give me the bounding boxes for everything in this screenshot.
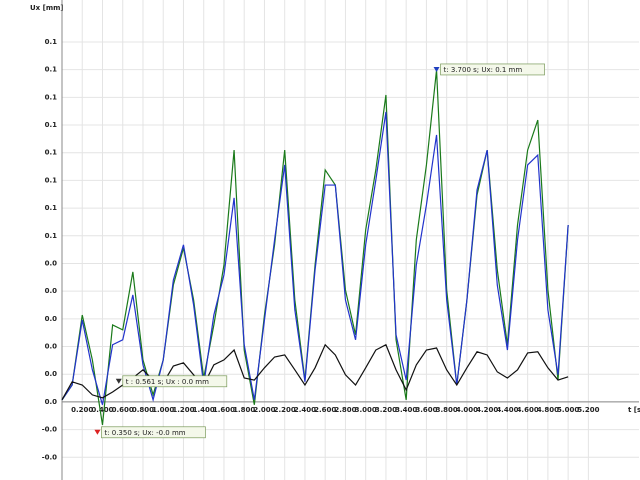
- y-tick-label: -0.0: [42, 426, 57, 434]
- x-tick-label: 3.800: [436, 406, 458, 414]
- line-series: [61, 69, 569, 426]
- annotation-label: t: 3.700 s; Ux: 0.1 mm: [444, 66, 523, 74]
- x-tick-label: 1.400: [193, 406, 215, 414]
- y-tick-label: 0.0: [45, 287, 58, 295]
- y-tick-label: 0.0: [45, 343, 58, 351]
- x-tick-label: 4.800: [537, 406, 559, 414]
- x-tick-label: 3.000: [355, 406, 377, 414]
- y-tick-label: 0.1: [45, 176, 58, 184]
- y-tick-label: 0.1: [45, 38, 58, 46]
- y-tick-label: 0.1: [45, 232, 58, 240]
- x-tick-label: 5.000: [557, 406, 579, 414]
- x-tick-label: 3.200: [375, 406, 397, 414]
- y-tick-label: 0.1: [45, 149, 58, 157]
- y-tick-label: -0.0: [42, 453, 57, 461]
- annotation-marker: [115, 378, 122, 384]
- x-tick-label: 2.800: [334, 406, 356, 414]
- x-tick-label: 1.200: [172, 406, 194, 414]
- y-tick-label: 0.1: [45, 93, 58, 101]
- x-tick-label: 2.400: [294, 406, 316, 414]
- y-tick-label: 0.1: [45, 121, 58, 129]
- annotation-marker: [94, 429, 101, 435]
- x-tick-label: 4.600: [517, 406, 539, 414]
- line-series: [61, 343, 569, 401]
- x-tick-label: 0.600: [112, 406, 134, 414]
- plot: 0.1 0.1 0.1 0.1 0.1 0.1 0.1 0.1 0.0 0.0 0.0 0.0 0.0 0…: [42, 0, 639, 480]
- y-tick-label: 0.1: [45, 66, 58, 74]
- y-tick-label: 0.0: [45, 398, 58, 406]
- annotation-box: [122, 375, 228, 388]
- x-tick-label: 2.600: [314, 406, 336, 414]
- annotation-label: t: 0.350 s; Ux: -0.0 mm: [104, 429, 185, 437]
- y-axis-title: Ux [mm]: [30, 4, 64, 12]
- x-tick-label: 0.400: [91, 406, 113, 414]
- x-tick-label: 2.200: [274, 406, 296, 414]
- x-tick-label: 1.000: [152, 406, 174, 414]
- x-tick-label: 0.800: [132, 406, 154, 414]
- x-tick-label: 0.200: [71, 406, 93, 414]
- x-tick-label: 2.000: [253, 406, 275, 414]
- x-tick-label: 3.400: [395, 406, 417, 414]
- x-tick-label: 3.600: [415, 406, 437, 414]
- line-series: [61, 111, 569, 405]
- x-tick-label: 4.000: [456, 406, 478, 414]
- x-tick-label: 5.200: [577, 406, 599, 414]
- y-tick-label: 0.0: [45, 315, 58, 323]
- annotation-marker: [433, 66, 440, 72]
- y-tick-label: 0.0: [45, 370, 58, 378]
- annotation-box: [101, 426, 206, 439]
- annotation-label: t : 0.561 s; Ux : 0.0 mm: [126, 378, 209, 386]
- y-tick-label: 0.1: [45, 204, 58, 212]
- y-tick-label: 0.0: [45, 259, 58, 267]
- x-axis-title: t [s]: [628, 406, 640, 414]
- x-tick-label: 4.200: [476, 406, 498, 414]
- x-tick-label: 4.400: [496, 406, 518, 414]
- x-tick-label: 1.800: [233, 406, 255, 414]
- annotation-box: [440, 63, 545, 76]
- x-tick-label: 1.600: [213, 406, 235, 414]
